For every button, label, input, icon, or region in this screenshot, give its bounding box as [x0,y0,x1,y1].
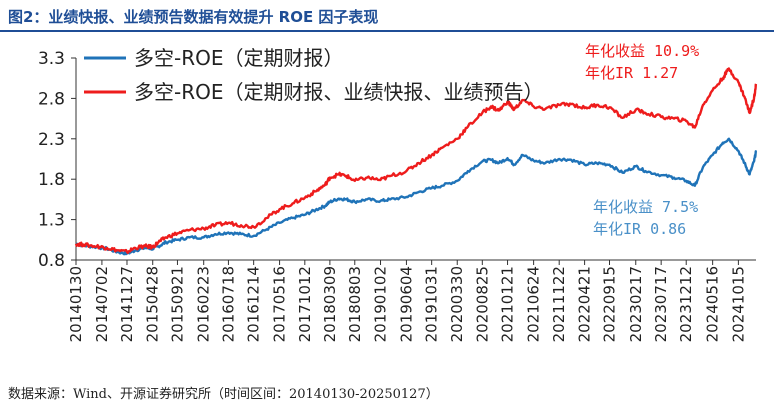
x-tick-label: 20150428 [144,266,162,342]
x-tick-label: 20240516 [704,266,722,342]
x-tick-label: 20220421 [576,266,594,342]
x-tick-label: 20200825 [473,266,491,342]
x-tick-label: 20180803 [346,266,364,342]
chart-title: 图2：业绩快报、业绩预告数据有效提升 ROE 因子表现 [8,8,379,26]
x-tick-label: 20190604 [397,266,415,342]
x-tick-label: 20231212 [677,266,695,342]
annotation-text: 年化IR 1.27 [585,64,678,82]
x-tick-label: 20190102 [372,266,390,342]
x-tick-label: 20220915 [600,266,618,342]
y-tick-label: 2.3 [38,130,65,150]
x-tick-label: 20150921 [168,266,186,342]
x-tick-label: 20211122 [550,266,568,342]
x-tick-label: 20160223 [195,266,213,342]
series-line-with-preannouncement [74,67,758,254]
x-tick-label: 20161214 [245,266,263,342]
y-tick-label: 1.3 [38,211,65,231]
annotation-text: 年化收益 10.9% [585,42,699,60]
x-tick-label: 20160718 [219,266,237,342]
series-line-regular-report [75,137,758,256]
y-tick-label: 0.8 [38,251,65,271]
legend-label: 多空-ROE（定期财报） [134,46,344,70]
title-underline [0,30,774,32]
annotation-text: 年化收益 7.5% [593,198,698,216]
legend-label: 多空-ROE（定期财报、业绩快报、业绩预告） [134,80,544,104]
x-axis-ticks: 20140130 20140702 20141127 20150428 20150921… [67,260,747,342]
x-tick-label: 20140702 [93,266,111,342]
x-tick-label: 20191031 [423,266,441,342]
x-tick-label: 20230217 [627,266,645,342]
x-tick-label: 20141127 [118,266,136,342]
x-tick-label: 20210624 [525,266,543,342]
x-tick-label: 20200330 [448,266,466,342]
x-tick-label: 20210121 [499,266,517,342]
line-chart: 3.3 2.8 2.3 1.8 1.3 0.8 20140130 20140702 20141… [38,42,758,342]
data-source-note: 数据来源：Wind、开源证券研究所（时间区间：20140130-20250127… [8,387,439,402]
y-axis-ticks: 3.3 2.8 2.3 1.8 1.3 0.8 [38,49,76,271]
x-tick-label: 20241015 [729,266,747,342]
x-tick-label: 20170516 [271,266,289,342]
legend: 多空-ROE（定期财报） 多空-ROE（定期财报、业绩快报、业绩预告） [84,46,544,104]
annotation-text: 年化IR 0.86 [593,220,686,238]
x-tick-label: 20171012 [296,266,314,342]
annotations: 年化收益 10.9% 年化IR 1.27 年化收益 7.5% 年化IR 0.86 [585,42,699,238]
series-lines [74,67,758,256]
x-tick-label: 20230717 [652,266,670,342]
y-tick-label: 1.8 [38,170,65,190]
y-tick-label: 2.8 [38,89,65,109]
y-tick-label: 3.3 [38,49,65,69]
x-tick-label: 20180309 [321,266,339,342]
x-tick-label: 20140130 [67,266,85,342]
